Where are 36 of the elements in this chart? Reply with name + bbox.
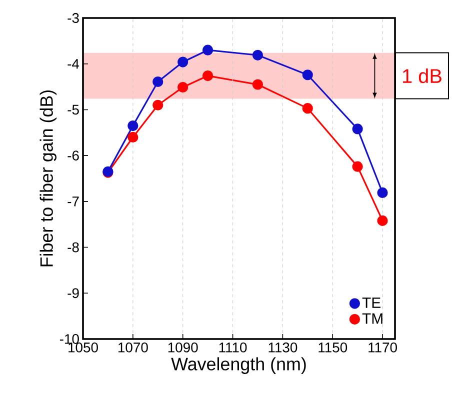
x-tick-label: 1110 (219, 342, 247, 352)
point (128, 120, 138, 132)
y-tick-label: -9 (68, 288, 79, 298)
y-axis-title: Fiber to fiber gain (dB) (40, 90, 56, 266)
x-tick-label: 1130 (268, 342, 298, 352)
band-label: 1 dB (403, 68, 442, 84)
point (377, 215, 388, 226)
y-tick-label: -7 (68, 196, 79, 206)
y-tick-label: -5 (68, 104, 79, 115)
point (302, 70, 313, 80)
point (352, 161, 363, 172)
y-tick-label: -8 (68, 242, 79, 252)
x-tick-label: 1070 (118, 342, 148, 352)
point (152, 76, 164, 88)
x-axis-title: Wavelength (nm) (171, 357, 306, 374)
x-tick-label: 1050 (68, 342, 98, 352)
point (377, 187, 388, 198)
x-tick-label: 1090 (168, 342, 198, 352)
point (302, 103, 313, 114)
y-tick-label: -3 (68, 13, 79, 23)
y-tick-label: -4 (68, 59, 80, 69)
point (352, 124, 363, 134)
legend-label: TM (362, 313, 382, 324)
point (252, 79, 264, 90)
point (202, 70, 214, 82)
point (202, 44, 214, 56)
x-tick-label: 1170 (368, 342, 397, 352)
y-tick-label: -10 (60, 334, 79, 344)
y-tick-label: -6 (68, 150, 79, 161)
point (178, 56, 188, 68)
x-tick-label: 1150 (318, 342, 348, 352)
legend-label: TE (362, 298, 380, 308)
point (252, 50, 264, 60)
point (152, 100, 164, 110)
point (128, 132, 138, 143)
point (178, 82, 188, 93)
